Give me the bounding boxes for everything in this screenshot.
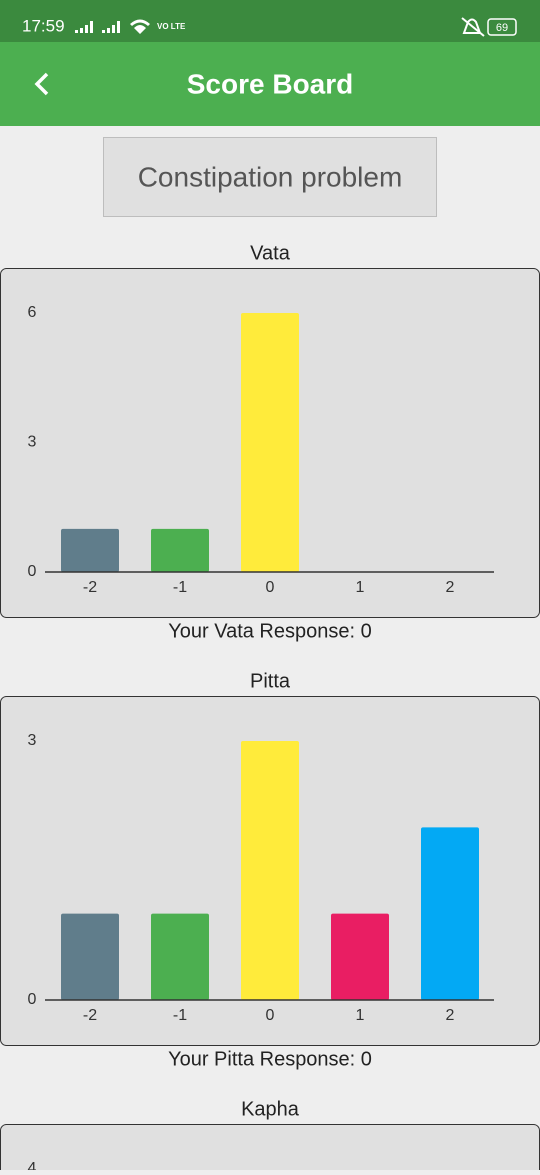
bar xyxy=(331,913,389,1000)
battery-level: 69 xyxy=(496,22,508,34)
chart-card xyxy=(0,1124,540,1175)
y-tick-label: 6 xyxy=(28,304,37,321)
status-time: 17:59 xyxy=(22,16,65,35)
y-tick-label: 0 xyxy=(28,563,37,580)
x-tick-label: -1 xyxy=(173,1007,187,1024)
mute-icon xyxy=(461,17,485,37)
x-tick-label: 1 xyxy=(356,579,365,596)
status-bar xyxy=(0,0,540,42)
y-tick-label: 4 xyxy=(28,1160,37,1170)
bar xyxy=(421,827,479,1000)
bar xyxy=(241,313,299,572)
signal-icons xyxy=(75,19,150,34)
x-tick-label: 0 xyxy=(266,1007,275,1024)
bar xyxy=(151,528,209,572)
network-label: VO LTE xyxy=(157,22,186,31)
y-tick-label: 0 xyxy=(28,991,37,1008)
x-tick-label: 1 xyxy=(356,1007,365,1024)
bar xyxy=(241,741,299,1000)
response-label: Your Vata Response: 0 xyxy=(168,620,371,642)
app-bar xyxy=(0,42,540,126)
x-tick-label: 2 xyxy=(446,579,455,596)
x-tick-label: -1 xyxy=(173,579,187,596)
x-tick-label: 2 xyxy=(446,1007,455,1024)
x-tick-label: -2 xyxy=(83,1007,97,1024)
y-tick-label: 3 xyxy=(28,732,37,749)
bar xyxy=(61,528,119,572)
app-bar-title: Score Board xyxy=(187,68,354,99)
battery-icon xyxy=(487,18,517,36)
bar xyxy=(151,913,209,1000)
back-button[interactable] xyxy=(34,72,49,96)
response-label: Your Pitta Response: 0 xyxy=(168,1048,372,1070)
chart-title: Pitta xyxy=(250,670,291,692)
topic-label: Constipation problem xyxy=(138,161,403,192)
chart-title: Kapha xyxy=(241,1098,300,1120)
bar xyxy=(61,913,119,1000)
chart-title: Vata xyxy=(250,242,291,264)
x-tick-label: 0 xyxy=(266,579,275,596)
y-tick-label: 3 xyxy=(28,434,37,451)
x-tick-label: -2 xyxy=(83,579,97,596)
topic-button[interactable] xyxy=(103,137,437,217)
